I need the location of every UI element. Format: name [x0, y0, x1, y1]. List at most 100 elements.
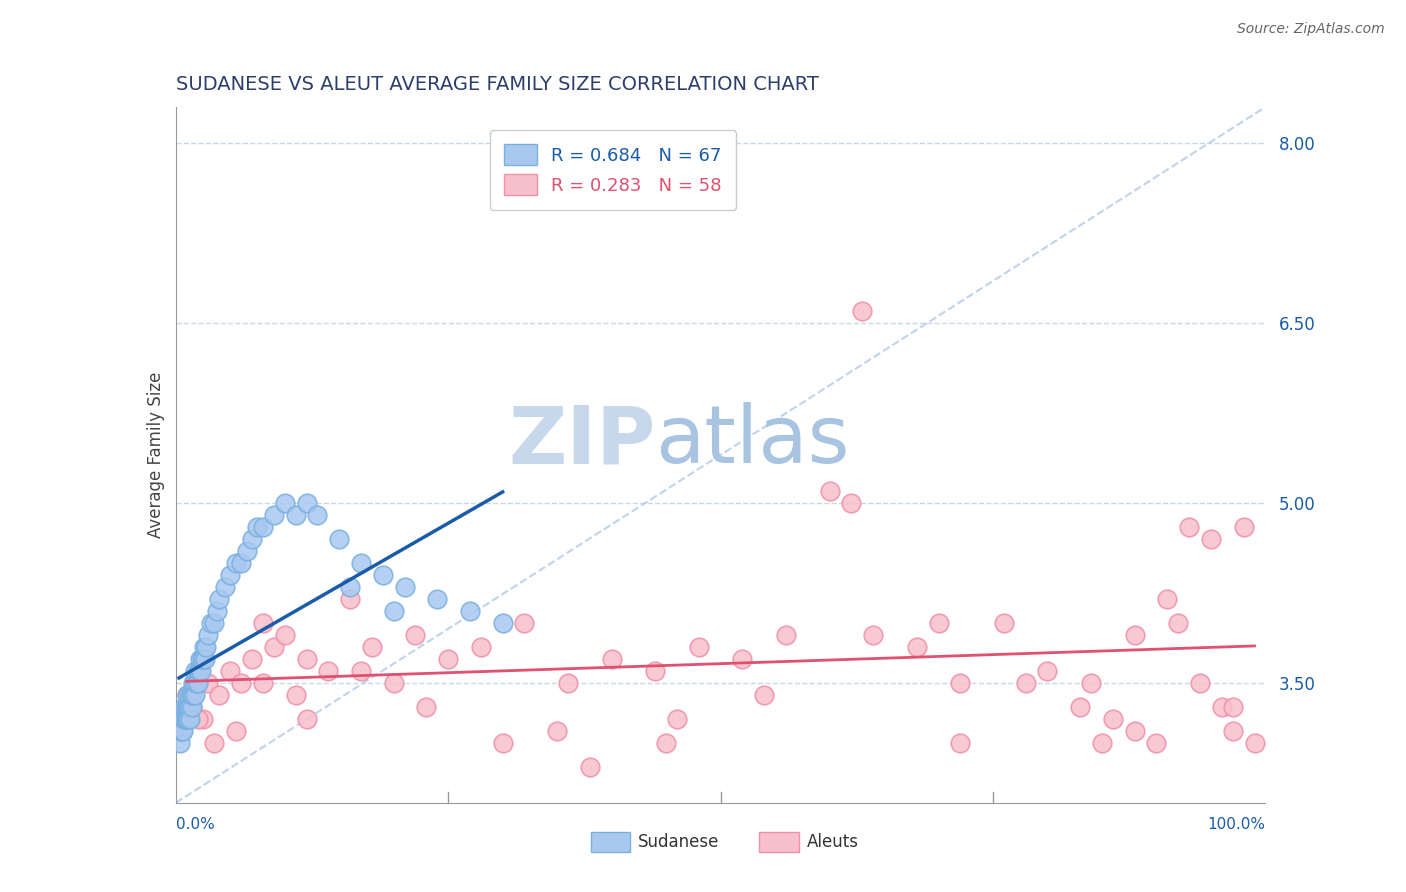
Legend: R = 0.684   N = 67, R = 0.283   N = 58: R = 0.684 N = 67, R = 0.283 N = 58 — [489, 130, 737, 210]
Point — [405, 628, 427, 642]
Point — [415, 699, 437, 714]
Point — [949, 736, 972, 750]
Point — [1167, 615, 1189, 630]
Point — [295, 496, 318, 510]
Point — [492, 615, 515, 630]
Point — [186, 676, 209, 690]
Point — [993, 615, 1015, 630]
Point — [197, 628, 219, 642]
Point — [184, 688, 207, 702]
Point — [231, 556, 253, 570]
Point — [177, 712, 200, 726]
Point — [176, 688, 198, 702]
Point — [225, 723, 247, 738]
Point — [557, 676, 579, 690]
Point — [339, 591, 361, 606]
Point — [214, 580, 236, 594]
Point — [1156, 591, 1178, 606]
Point — [187, 664, 209, 678]
Point — [1036, 664, 1059, 678]
Point — [219, 664, 242, 678]
Point — [176, 712, 198, 726]
Point — [284, 688, 307, 702]
Point — [458, 604, 481, 618]
Point — [172, 723, 194, 738]
Point — [177, 699, 200, 714]
Point — [174, 712, 197, 726]
Point — [186, 676, 209, 690]
Point — [655, 736, 678, 750]
Point — [905, 640, 928, 654]
Point — [176, 688, 198, 702]
Point — [190, 664, 212, 678]
Point — [231, 676, 253, 690]
Text: Sudanese: Sudanese — [638, 833, 720, 851]
Y-axis label: Average Family Size: Average Family Size — [146, 372, 165, 538]
Point — [183, 676, 205, 690]
Point — [179, 712, 201, 726]
Point — [754, 688, 776, 702]
Point — [350, 664, 373, 678]
Point — [328, 532, 350, 546]
Point — [170, 712, 193, 726]
Point — [1199, 532, 1222, 546]
Point — [394, 580, 416, 594]
Point — [202, 615, 225, 630]
Point — [186, 664, 209, 678]
Point — [295, 712, 318, 726]
Point — [1015, 676, 1038, 690]
Point — [318, 664, 340, 678]
Point — [928, 615, 950, 630]
Point — [382, 676, 405, 690]
Point — [579, 760, 602, 774]
Point — [191, 652, 214, 666]
Point — [775, 628, 797, 642]
Point — [600, 652, 623, 666]
Point — [170, 723, 193, 738]
Point — [202, 736, 225, 750]
Point — [197, 676, 219, 690]
Point — [1123, 628, 1146, 642]
Point — [513, 615, 536, 630]
Point — [1243, 736, 1265, 750]
Point — [173, 712, 195, 726]
Point — [195, 640, 218, 654]
Point — [492, 736, 515, 750]
Point — [173, 699, 195, 714]
Point — [1211, 699, 1233, 714]
Point — [191, 652, 214, 666]
Point — [208, 688, 231, 702]
Point — [1091, 736, 1114, 750]
Point — [1123, 723, 1146, 738]
Point — [177, 699, 200, 714]
Point — [172, 723, 194, 738]
Point — [191, 712, 214, 726]
Point — [644, 664, 666, 678]
Point — [240, 532, 263, 546]
Point — [339, 580, 361, 594]
Point — [688, 640, 710, 654]
Point — [382, 604, 405, 618]
Point — [200, 615, 222, 630]
Point — [1080, 676, 1102, 690]
Point — [169, 736, 191, 750]
Point — [194, 652, 217, 666]
Point — [181, 676, 204, 690]
Point — [172, 712, 194, 726]
Point — [208, 591, 231, 606]
Point — [205, 604, 228, 618]
Point — [818, 483, 841, 498]
Point — [470, 640, 492, 654]
Point — [307, 508, 329, 522]
Point — [1069, 699, 1091, 714]
Point — [295, 652, 318, 666]
Point — [361, 640, 384, 654]
Point — [1222, 723, 1244, 738]
Point — [181, 699, 204, 714]
Point — [181, 699, 204, 714]
Text: SUDANESE VS ALEUT AVERAGE FAMILY SIZE CORRELATION CHART: SUDANESE VS ALEUT AVERAGE FAMILY SIZE CO… — [176, 75, 818, 95]
Text: 0.0%: 0.0% — [176, 817, 215, 832]
Point — [546, 723, 568, 738]
Point — [180, 688, 202, 702]
Point — [1233, 520, 1256, 534]
